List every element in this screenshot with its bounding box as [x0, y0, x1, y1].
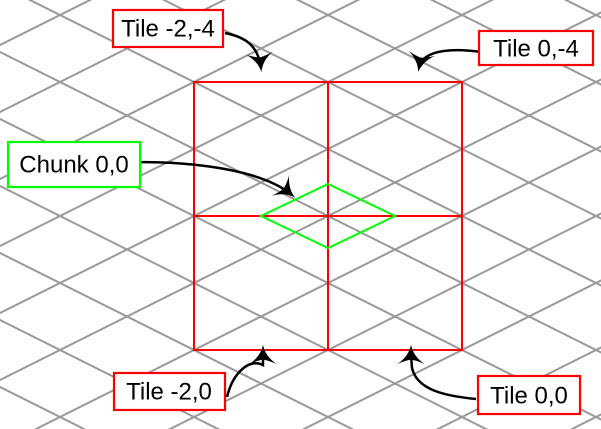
svg-text:Chunk 0,0: Chunk 0,0: [19, 152, 128, 179]
svg-text:Tile 0,0: Tile 0,0: [490, 383, 568, 410]
svg-text:Tile -2,-4: Tile -2,-4: [121, 16, 215, 43]
svg-text:Tile 0,-4: Tile 0,-4: [493, 36, 579, 63]
svg-text:Tile -2,0: Tile -2,0: [126, 379, 212, 406]
